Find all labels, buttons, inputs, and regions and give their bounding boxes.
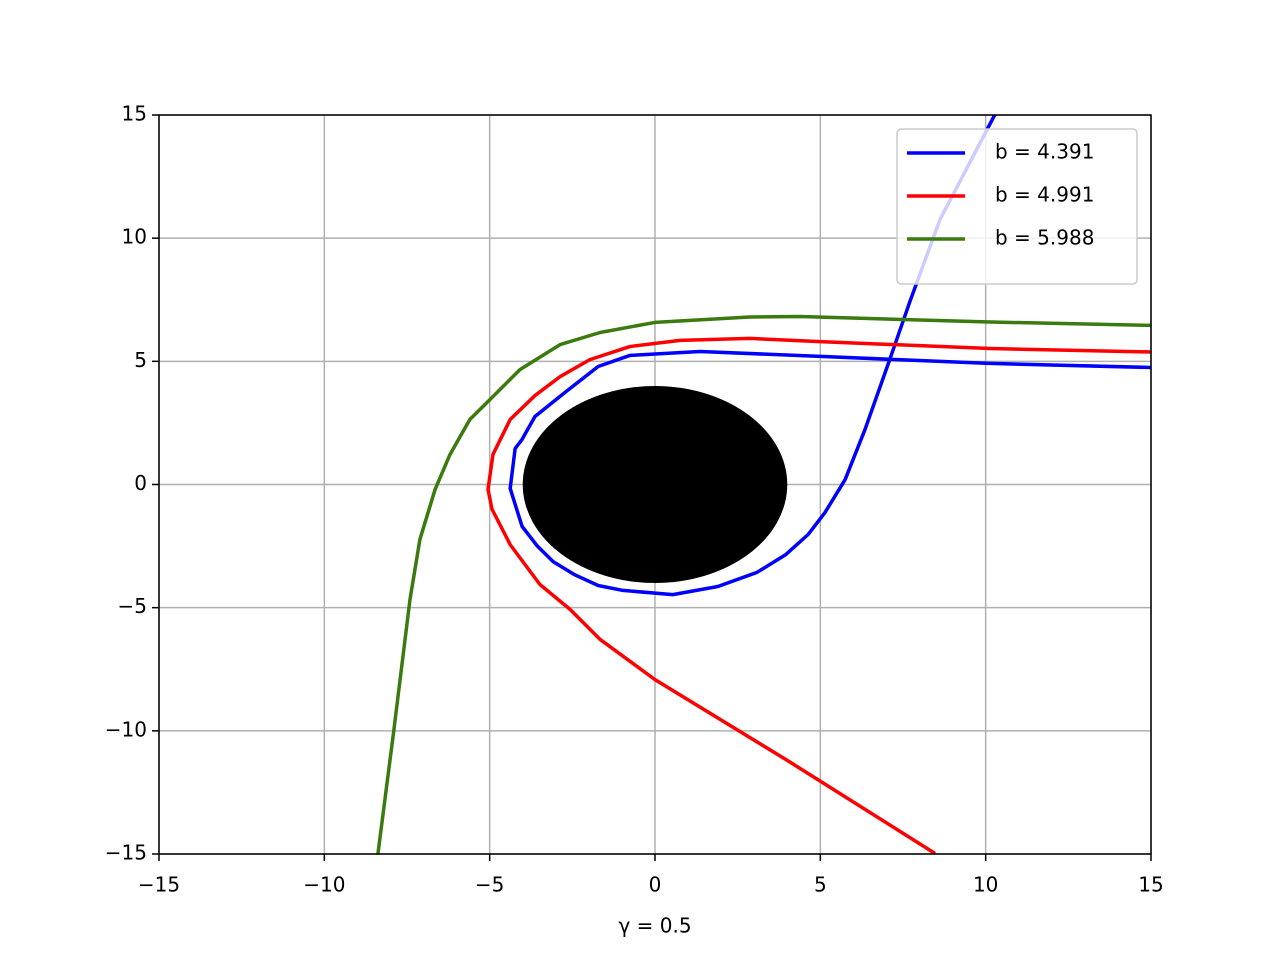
legend-box xyxy=(896,128,1138,285)
y-tick-label: 15 xyxy=(122,102,147,126)
x-tick-label: −10 xyxy=(303,873,345,897)
y-tick-label: 0 xyxy=(134,471,147,495)
black-hole xyxy=(522,385,788,584)
ticks: −15 −10 −5 0 5 10 15 −15 −10 −5 0 5 10 15 xyxy=(105,102,1164,897)
legend-label: b = 5.988 xyxy=(995,226,1094,250)
x-tick-label: 0 xyxy=(649,873,662,897)
x-tick-label: 15 xyxy=(1138,873,1163,897)
plot-area xyxy=(376,115,1151,854)
legend-label: b = 4.391 xyxy=(995,140,1094,164)
series-line xyxy=(486,336,1151,854)
x-tick-label: 5 xyxy=(814,873,827,897)
x-tick-label: −15 xyxy=(138,873,180,897)
y-tick-label: 5 xyxy=(134,348,147,372)
y-tick-label: 10 xyxy=(122,225,147,249)
y-tick-label: −5 xyxy=(118,594,147,618)
x-axis-label: γ = 0.5 xyxy=(618,914,691,938)
legend-label: b = 4.991 xyxy=(995,183,1094,207)
series-line xyxy=(376,314,1151,854)
x-tick-label: 10 xyxy=(973,873,998,897)
y-tick-label: −15 xyxy=(105,841,147,865)
y-tick-label: −10 xyxy=(105,717,147,741)
series-line xyxy=(508,115,1151,597)
legend: b = 4.391 b = 4.991 b = 5.988 xyxy=(896,128,1138,285)
x-tick-label: −5 xyxy=(475,873,504,897)
